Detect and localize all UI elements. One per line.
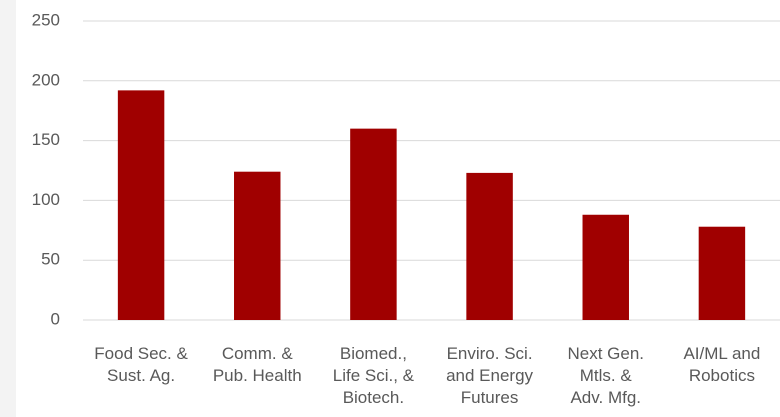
bar: [698, 226, 746, 320]
y-tick-label: 250: [32, 10, 60, 29]
x-tick-label: Food Sec. & Sust. Ag.: [94, 344, 188, 385]
bar: [350, 128, 397, 320]
y-tick-label: 0: [51, 309, 60, 328]
bar: [117, 90, 165, 320]
y-tick-label: 150: [32, 130, 60, 149]
y-tick-label: 50: [41, 250, 60, 269]
y-tick-label: 200: [32, 70, 60, 89]
x-tick-label: Enviro. Sci. and Energy Futures: [446, 344, 534, 407]
x-tick-label: Comm. & Pub. Health: [212, 344, 302, 385]
x-tick-label: Next Gen. Mtls. & Adv. Mfg.: [567, 344, 645, 407]
x-tick-label: AI/ML and Robotics: [683, 344, 761, 385]
bar: [466, 172, 513, 320]
bar: [234, 171, 281, 320]
bar: [582, 214, 629, 320]
side-strip: [0, 0, 16, 417]
y-tick-label: 100: [32, 190, 60, 209]
x-tick-label: Biomed., Life Sci., & Biotech.: [332, 344, 415, 407]
